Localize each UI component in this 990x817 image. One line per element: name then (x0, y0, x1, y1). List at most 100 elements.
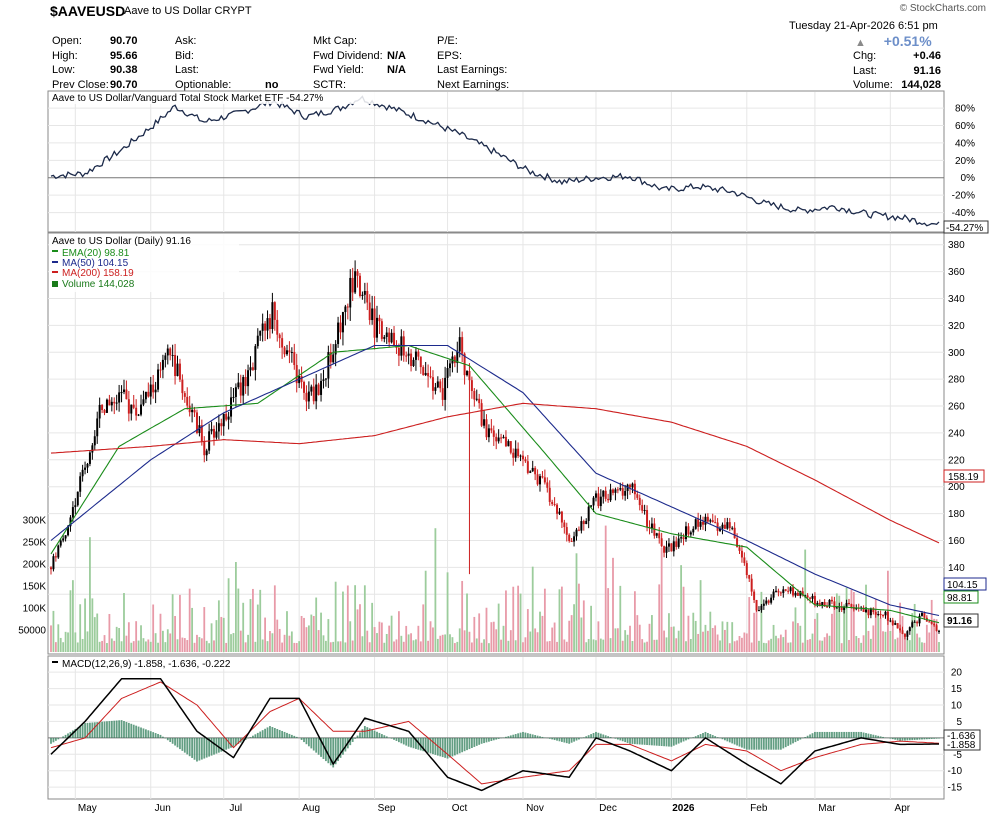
macd-histogram-bar (677, 737, 680, 744)
volume-bar (845, 587, 848, 652)
volume-bar (779, 634, 782, 652)
volume-bar (631, 640, 634, 652)
macd-histogram-bar (604, 735, 607, 738)
volume-bar (120, 641, 123, 652)
macd-histogram-bar (470, 737, 473, 748)
candle-body (704, 516, 707, 525)
macd-histogram-bar (478, 737, 481, 745)
macd-histogram-bar (198, 737, 201, 761)
candle-body (504, 436, 507, 447)
volume-bar (239, 630, 242, 652)
volume-y-tick: 200K (23, 560, 47, 571)
macd-histogram-bar (475, 737, 478, 746)
volume-bar (356, 609, 359, 652)
volume-bar (721, 621, 724, 652)
candle-body (847, 602, 850, 604)
candle-body (198, 425, 201, 433)
volume-bar (427, 640, 429, 652)
candle-body (534, 467, 537, 475)
macd-histogram-bar (332, 737, 335, 768)
candle-body (670, 543, 673, 552)
macd-histogram-bar (86, 722, 89, 738)
macd-histogram-bar (273, 728, 276, 738)
volume-bar (733, 641, 736, 652)
macd-histogram-bar (179, 737, 181, 750)
candle-body (59, 540, 62, 546)
candle-body (324, 378, 327, 380)
macd-histogram-bar (174, 737, 176, 746)
macd-histogram-bar (935, 737, 938, 739)
volume-bar (67, 632, 69, 652)
candle-body (79, 476, 82, 492)
macd-histogram-bar (96, 722, 99, 738)
candle-body (721, 524, 724, 529)
macd-histogram-bar (441, 737, 444, 758)
volume-bar (69, 590, 72, 652)
macd-histogram-bar (672, 737, 675, 746)
candle-body (149, 384, 152, 397)
candle-body (770, 597, 773, 603)
macd-histogram-bar (159, 734, 162, 738)
macd-histogram-bar (582, 737, 585, 738)
volume-bar (517, 585, 520, 652)
macd-histogram-bar (376, 731, 378, 738)
candle-body (663, 546, 666, 553)
candle-body (585, 520, 588, 525)
candle-body (419, 356, 422, 368)
macd-histogram-bar (599, 733, 602, 738)
macd-histogram-bar (697, 735, 700, 738)
macd-histogram-bar (658, 737, 661, 746)
candle-body (753, 591, 756, 600)
volume-bar (809, 639, 811, 652)
candle-body (879, 613, 882, 616)
candle-body (913, 621, 916, 623)
volume-bar (283, 634, 286, 652)
macd-histogram-bar (714, 736, 717, 738)
macd-histogram-bar (592, 733, 595, 738)
ticker-symbol[interactable]: $AAVEUSD (50, 3, 126, 19)
price-y-tick: 260 (948, 402, 965, 413)
volume-bar (89, 537, 91, 652)
volume-bar (110, 638, 113, 652)
volume-bar (125, 635, 128, 652)
candle-body (748, 575, 751, 579)
macd-histogram-bar (765, 737, 768, 750)
candle-body (147, 391, 150, 397)
macd-histogram-bar (429, 737, 432, 754)
macd-histogram-bar (395, 737, 398, 741)
candle-body (57, 545, 60, 558)
macd-histogram-bar (804, 737, 807, 738)
macd-histogram-bar (468, 737, 471, 750)
volume-bar (665, 637, 668, 652)
volume-bar (556, 641, 558, 652)
svg-text:91.16: 91.16 (947, 616, 972, 627)
macd-histogram-bar (368, 728, 371, 738)
candle-body (407, 353, 410, 356)
volume-bar (417, 625, 420, 652)
candle-body (424, 372, 427, 376)
candle-body (84, 467, 87, 470)
candle-body (570, 541, 573, 543)
rs-y-tick: -20% (952, 191, 975, 202)
volume-bar (242, 602, 245, 652)
volume-bar (64, 631, 67, 652)
macd-histogram-bar (434, 737, 437, 755)
volume-bar (57, 624, 60, 652)
candle-body (631, 483, 634, 488)
macd-histogram-bar (497, 737, 500, 739)
macd-histogram-bar (181, 737, 184, 751)
volume-bar (339, 641, 342, 652)
candle-body (361, 294, 364, 296)
macd-histogram-bar (492, 737, 495, 741)
volume-bar (485, 607, 488, 652)
candle-body (268, 318, 271, 330)
macd-histogram-bar (517, 733, 520, 738)
volume-bar (814, 618, 816, 652)
macd-histogram-bar (259, 731, 262, 738)
volume-bar (916, 633, 919, 652)
macd-histogram-bar (687, 737, 690, 740)
macd-histogram-bar (641, 737, 644, 745)
candle-body (616, 489, 619, 491)
macd-panel-frame (47, 655, 945, 800)
